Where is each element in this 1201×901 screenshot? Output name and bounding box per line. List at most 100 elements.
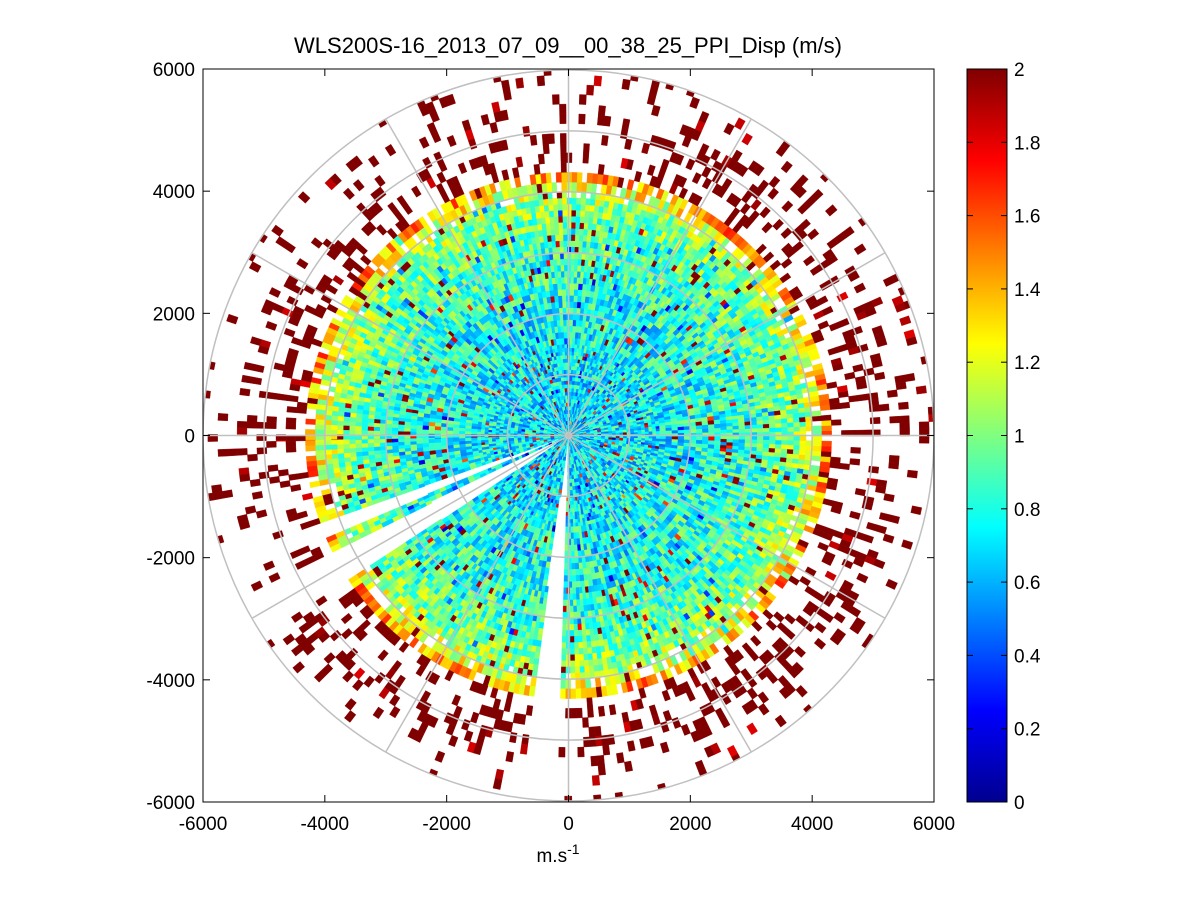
data-cell xyxy=(648,437,653,441)
data-cell xyxy=(571,384,575,389)
data-cell xyxy=(568,362,572,367)
data-cell xyxy=(553,514,558,519)
data-cell xyxy=(470,431,478,435)
data-cell xyxy=(641,437,646,441)
data-cell xyxy=(480,429,485,433)
data-cell xyxy=(648,431,653,434)
data-cell xyxy=(575,319,580,327)
data-cell xyxy=(569,307,574,314)
data-cell xyxy=(563,343,568,349)
data-cell xyxy=(440,426,448,431)
data-cell xyxy=(564,544,569,552)
data-cell xyxy=(562,464,566,469)
data-cell xyxy=(517,430,522,435)
data-cell xyxy=(528,431,533,435)
data-cell xyxy=(480,431,485,435)
data-cell xyxy=(480,437,485,441)
data-cell xyxy=(458,430,466,435)
data-cell xyxy=(562,313,567,321)
data-cell xyxy=(568,395,572,400)
data-cell xyxy=(491,430,496,433)
data-cell xyxy=(652,435,657,439)
data-cell xyxy=(570,519,574,524)
data-cell xyxy=(564,557,569,564)
data-cell xyxy=(568,380,573,385)
data-cell xyxy=(564,551,569,558)
data-cell xyxy=(572,313,577,321)
data-cell xyxy=(554,510,558,516)
data-cell xyxy=(571,337,576,345)
data-cell xyxy=(656,435,661,439)
data-cell xyxy=(440,438,448,443)
data-cell xyxy=(464,428,472,432)
data-cell xyxy=(573,351,577,356)
data-cell xyxy=(484,431,489,435)
data-cell xyxy=(446,430,453,435)
data-cell xyxy=(619,437,624,441)
data-cell xyxy=(502,432,507,435)
data-cell xyxy=(434,438,442,444)
data-cell xyxy=(564,347,568,352)
data-cell xyxy=(683,439,691,444)
data-cell xyxy=(569,337,573,345)
data-cell xyxy=(568,387,572,392)
data-cell xyxy=(659,435,667,440)
data-cell xyxy=(622,440,627,445)
data-cell xyxy=(555,503,559,509)
data-cell xyxy=(665,438,673,443)
data-cell xyxy=(470,428,478,433)
data-cell xyxy=(568,365,572,371)
data-cell xyxy=(513,430,518,435)
data-cell xyxy=(648,435,653,439)
data-cell xyxy=(568,343,573,348)
data-cell xyxy=(690,436,697,441)
data-cell xyxy=(677,438,685,443)
data-cell xyxy=(677,429,685,434)
data-cell xyxy=(452,424,460,429)
data-cell xyxy=(561,347,565,352)
data-cell xyxy=(677,435,685,440)
data-cell xyxy=(560,474,564,480)
data-cell xyxy=(569,351,572,356)
data-cell xyxy=(555,507,559,512)
data-cell xyxy=(571,347,575,352)
data-cell xyxy=(446,438,454,443)
data-cell xyxy=(671,429,679,434)
data-cell xyxy=(568,354,572,360)
data-cell xyxy=(655,438,661,442)
data-cell xyxy=(571,354,574,360)
data-cell xyxy=(644,437,650,441)
data-cell xyxy=(622,431,628,436)
data-cell xyxy=(520,431,526,435)
data-cell xyxy=(570,522,574,528)
data-cell xyxy=(561,471,565,476)
data-cell xyxy=(452,430,460,435)
data-cell xyxy=(464,437,472,442)
data-cell xyxy=(571,351,575,356)
data-cell xyxy=(563,325,567,333)
chart-title: WLS200S-16_2013_07_09__00_38_25_PPI_Disp… xyxy=(294,33,842,58)
data-cell xyxy=(564,354,568,359)
data-cell xyxy=(560,478,564,483)
data-cell xyxy=(509,427,515,432)
data-cell xyxy=(611,437,617,441)
data-cell xyxy=(572,325,576,333)
data-cell xyxy=(655,430,661,434)
data-cell xyxy=(498,430,504,434)
data-cell xyxy=(571,550,576,558)
data-cell xyxy=(630,437,635,440)
data-cell xyxy=(568,384,572,389)
data-cell xyxy=(458,438,466,442)
data-cell xyxy=(665,435,673,440)
data-cell xyxy=(568,391,572,396)
data-cell xyxy=(683,429,691,434)
data-cell xyxy=(476,437,482,441)
data-cell xyxy=(570,538,575,546)
data-cell xyxy=(446,427,454,432)
data-cell xyxy=(689,428,697,434)
data-cell xyxy=(562,307,567,315)
data-cell xyxy=(572,319,577,327)
data-cell xyxy=(573,347,577,353)
data-cell xyxy=(671,441,679,446)
